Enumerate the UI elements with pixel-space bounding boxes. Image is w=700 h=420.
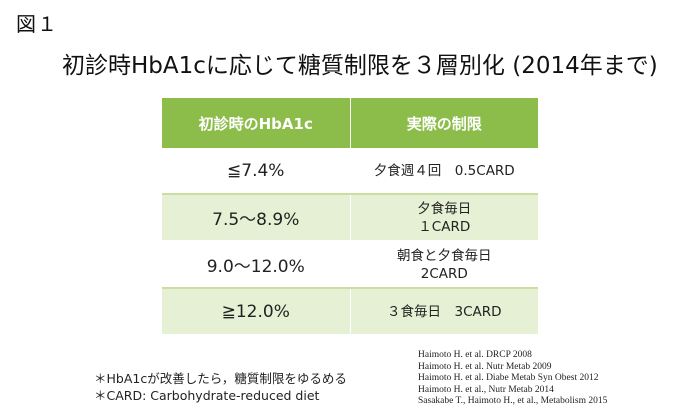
hba1c-cell: 9.0～12.0% [162,241,351,289]
restriction-cell: 夕食毎日 １CARD [350,194,538,242]
reference-item: Haimoto H. et al., Nutr Metab 2014 [418,384,554,395]
restriction-cell: ３食毎日 3CARD [350,288,538,336]
footnote: ＊HbA1cが改善したら，糖質制限をゆるめる [94,371,347,386]
restriction-line: 2CARD [420,265,468,282]
restriction-line: １CARD [418,218,471,235]
figure-label: 図１ [16,12,58,36]
restriction-cell: 夕食週４回 0.5CARD [350,148,538,195]
restriction-line: 朝食と夕食毎日 [397,247,492,264]
restriction-cell: 朝食と夕食毎日 2CARD [350,241,538,289]
hba1c-cell: ≧12.0% [162,288,351,336]
reference-item: Sasakabe T., Haimoto H., et al., Metabol… [418,396,608,406]
header-hba1c: 初診時のHbA1c [162,98,351,148]
hba1c-cell: 7.5～8.9% [162,194,351,242]
reference-item: Haimoto H. et al. Diabe Metab Syn Obest … [418,373,599,383]
header-restriction: 実際の制限 [350,98,538,148]
restriction-line: 夕食毎日 [417,200,472,217]
footnotes: ＊HbA1cが改善したら，糖質制限をゆるめる ＊CARD: Carbohydra… [94,370,347,404]
restriction-table: 初診時のHbA1c 実際の制限 ≦7.4% 夕食週４回 0.5CARD 7.5～… [162,98,538,336]
table-row: ≦7.4% 夕食週４回 0.5CARD [162,148,538,195]
hba1c-cell: ≦7.4% [162,148,351,195]
table-row: 7.5～8.9% 夕食毎日 １CARD [162,194,538,242]
table-header-row: 初診時のHbA1c 実際の制限 [162,98,538,148]
table-row: 9.0～12.0% 朝食と夕食毎日 2CARD [162,241,538,289]
footnote: ＊CARD: Carbohydrate-reduced diet [94,388,320,403]
reference-item: Haimoto H. et al. Nutr Metab 2009 [418,361,552,372]
restriction-line: 夕食週４回 0.5CARD [373,162,515,179]
references: Haimoto H. et al. DRCP 2008 Haimoto H. e… [418,350,607,408]
table-row: ≧12.0% ３食毎日 3CARD [162,288,538,336]
restriction-line: ３食毎日 3CARD [386,303,502,320]
reference-item: Haimoto H. et al. DRCP 2008 [418,350,532,360]
page-title: 初診時HbA1cに応じて糖質制限を３層別化 (2014年まで) [62,53,658,79]
